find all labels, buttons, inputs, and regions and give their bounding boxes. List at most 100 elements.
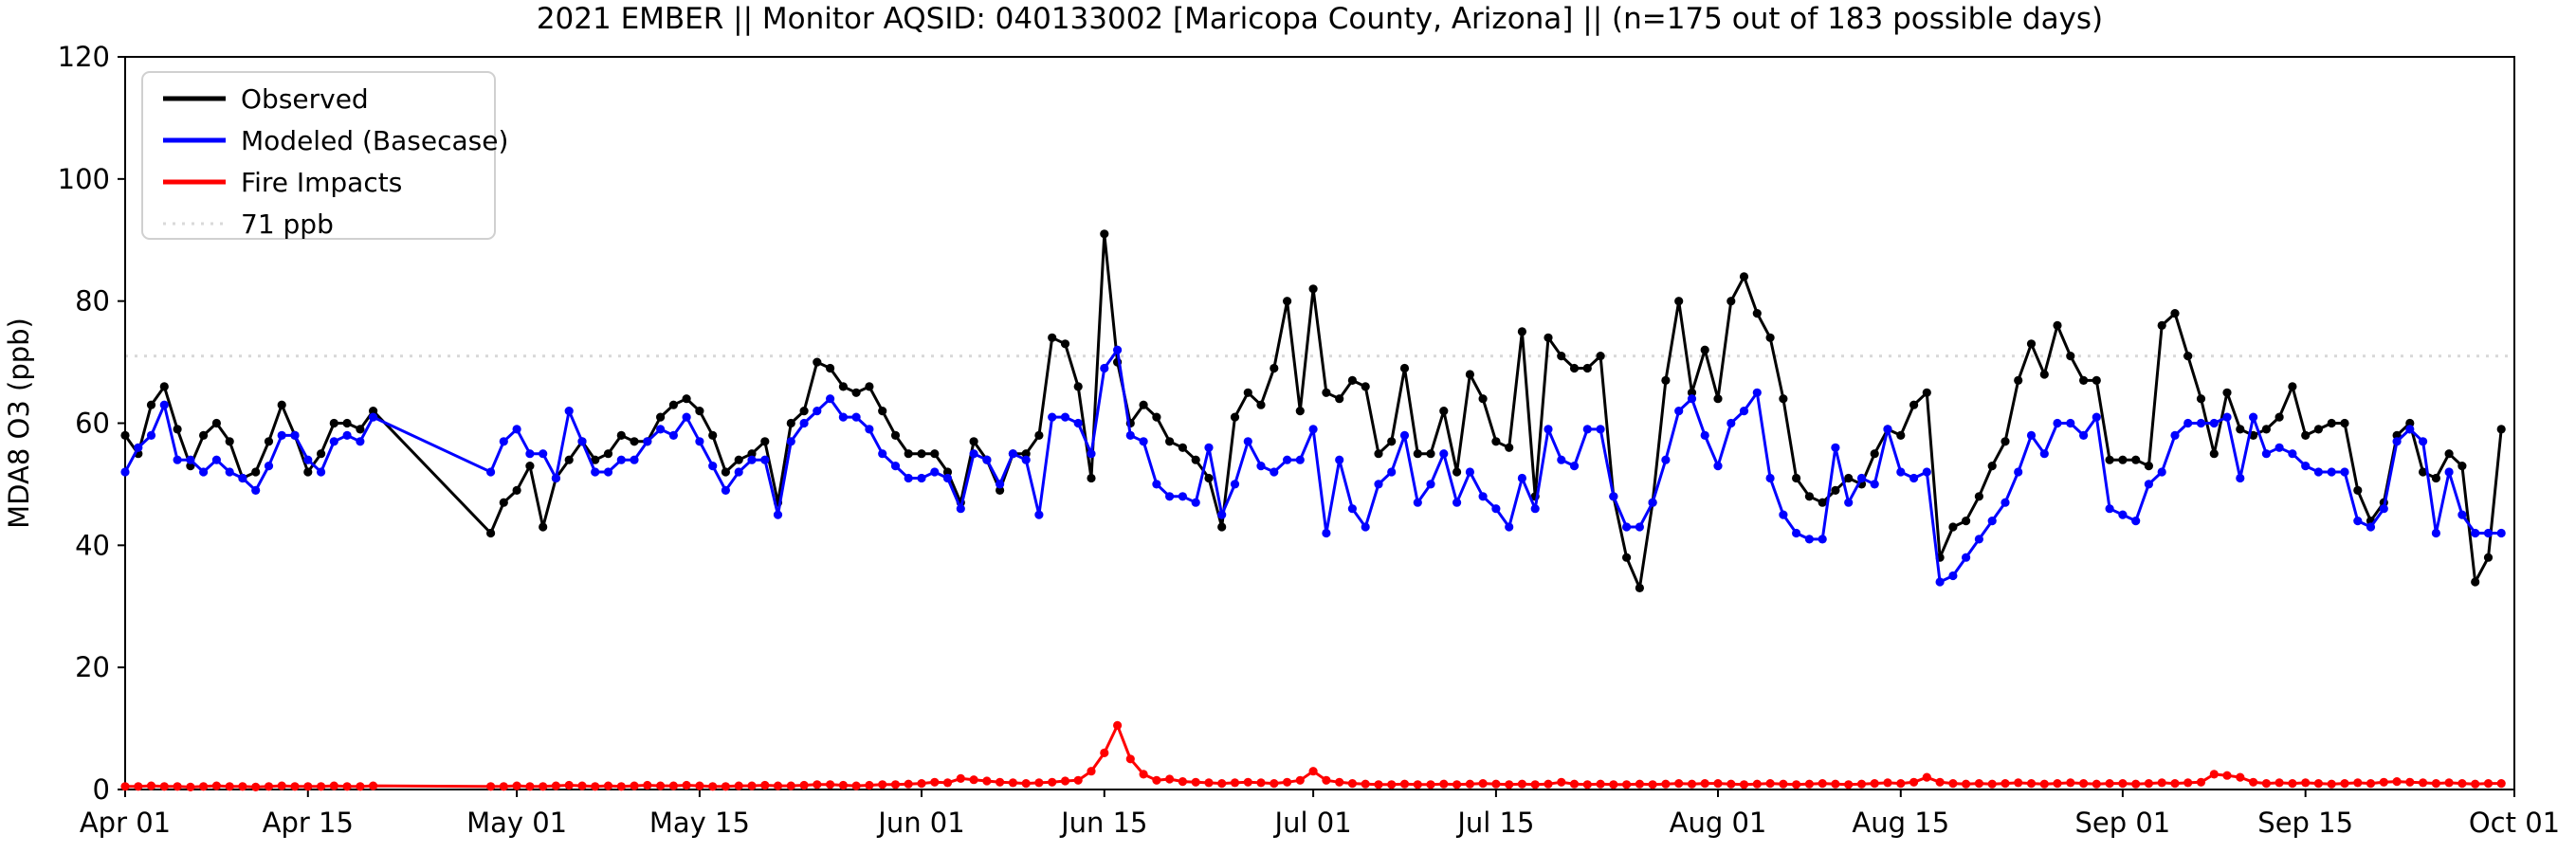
series-marker xyxy=(747,449,757,459)
series-marker xyxy=(747,781,757,790)
series-marker xyxy=(564,780,574,790)
series-marker xyxy=(2249,412,2258,422)
series-marker xyxy=(734,455,743,464)
series-marker xyxy=(1217,779,1227,789)
series-marker xyxy=(1713,394,1723,404)
series-marker xyxy=(969,775,978,785)
series-marker xyxy=(1687,779,1697,789)
series-marker xyxy=(2249,777,2258,787)
series-marker xyxy=(917,449,926,459)
series-marker xyxy=(1557,352,1566,361)
series-marker xyxy=(2183,778,2193,788)
series-marker xyxy=(1165,774,1175,784)
series-marker xyxy=(930,777,940,787)
series-marker xyxy=(1113,345,1123,354)
series-marker xyxy=(1883,778,1892,788)
series-marker xyxy=(1073,418,1083,428)
series-marker xyxy=(146,400,156,409)
series-marker xyxy=(1674,407,1684,416)
series-marker xyxy=(1557,777,1566,787)
series-marker xyxy=(1034,430,1044,440)
series-marker xyxy=(1335,455,1344,464)
series-marker xyxy=(264,462,274,471)
series-marker xyxy=(1256,400,1266,409)
series-marker xyxy=(2105,455,2114,464)
series-marker xyxy=(1596,425,1605,434)
series-marker xyxy=(799,418,809,428)
series-marker xyxy=(1478,394,1488,404)
series-marker xyxy=(851,781,861,790)
x-tick-label: May 01 xyxy=(466,807,567,839)
series-marker xyxy=(159,382,169,391)
y-tick-label: 40 xyxy=(75,529,110,561)
series-marker xyxy=(826,363,835,373)
series-marker xyxy=(1896,430,1906,440)
series-marker xyxy=(668,430,679,440)
series-marker xyxy=(551,781,561,790)
series-marker xyxy=(2066,778,2075,788)
series-marker xyxy=(2014,467,2023,477)
series-marker xyxy=(577,781,587,790)
series-marker xyxy=(1544,333,1553,342)
legend-box xyxy=(141,71,496,240)
series-marker xyxy=(1909,777,1919,787)
series-marker xyxy=(2327,779,2336,789)
series-marker xyxy=(159,400,169,409)
series-marker xyxy=(486,782,496,791)
series-marker xyxy=(159,782,169,791)
series-marker xyxy=(1048,333,1057,342)
series-marker xyxy=(1452,467,1462,477)
series-marker xyxy=(1152,412,1161,422)
y-tick-label: 60 xyxy=(75,408,110,440)
series-marker xyxy=(668,400,679,409)
series-marker xyxy=(2419,437,2428,446)
series-marker xyxy=(1152,775,1161,785)
series-marker xyxy=(1413,780,1422,789)
series-marker xyxy=(2118,779,2128,789)
series-marker xyxy=(1987,462,1997,471)
series-marker xyxy=(1230,480,1240,489)
series-marker xyxy=(616,782,626,791)
series-marker xyxy=(1870,480,1879,489)
series-marker xyxy=(1804,535,1814,544)
series-marker xyxy=(1661,375,1671,385)
series-marker xyxy=(2419,467,2428,477)
series-marker xyxy=(1700,779,1709,789)
series-marker xyxy=(2053,779,2062,789)
series-marker xyxy=(1635,583,1644,593)
series-marker xyxy=(721,467,731,477)
series-marker xyxy=(356,437,365,446)
series-marker xyxy=(2196,777,2206,787)
series-marker xyxy=(1948,522,1958,532)
series-marker xyxy=(1322,388,1331,397)
series-marker xyxy=(682,394,691,404)
series-marker xyxy=(942,778,953,788)
series-marker xyxy=(120,467,130,477)
series-marker xyxy=(1544,425,1553,434)
series-marker xyxy=(930,449,940,459)
series-marker xyxy=(1804,779,1814,789)
series-marker xyxy=(2301,778,2311,788)
series-marker xyxy=(1569,779,1580,789)
series-marker xyxy=(525,462,535,471)
series-marker xyxy=(2288,449,2297,459)
series-marker xyxy=(1557,455,1566,464)
series-marker xyxy=(734,467,743,477)
series-marker xyxy=(1399,779,1410,789)
series-marker xyxy=(1439,407,1449,416)
series-marker xyxy=(1060,339,1070,349)
series-marker xyxy=(146,781,156,790)
series-marker xyxy=(2196,418,2206,428)
series-marker xyxy=(2079,375,2089,385)
series-marker xyxy=(277,400,286,409)
series-marker xyxy=(2144,480,2153,489)
series-marker xyxy=(1622,522,1632,532)
series-marker xyxy=(786,437,795,446)
series-marker xyxy=(173,782,182,791)
y-tick-label: 120 xyxy=(58,41,110,73)
series-marker xyxy=(1178,443,1187,452)
series-marker xyxy=(917,779,926,789)
series-marker xyxy=(1217,522,1227,532)
series-marker xyxy=(996,777,1005,787)
series-marker xyxy=(1792,780,1801,789)
